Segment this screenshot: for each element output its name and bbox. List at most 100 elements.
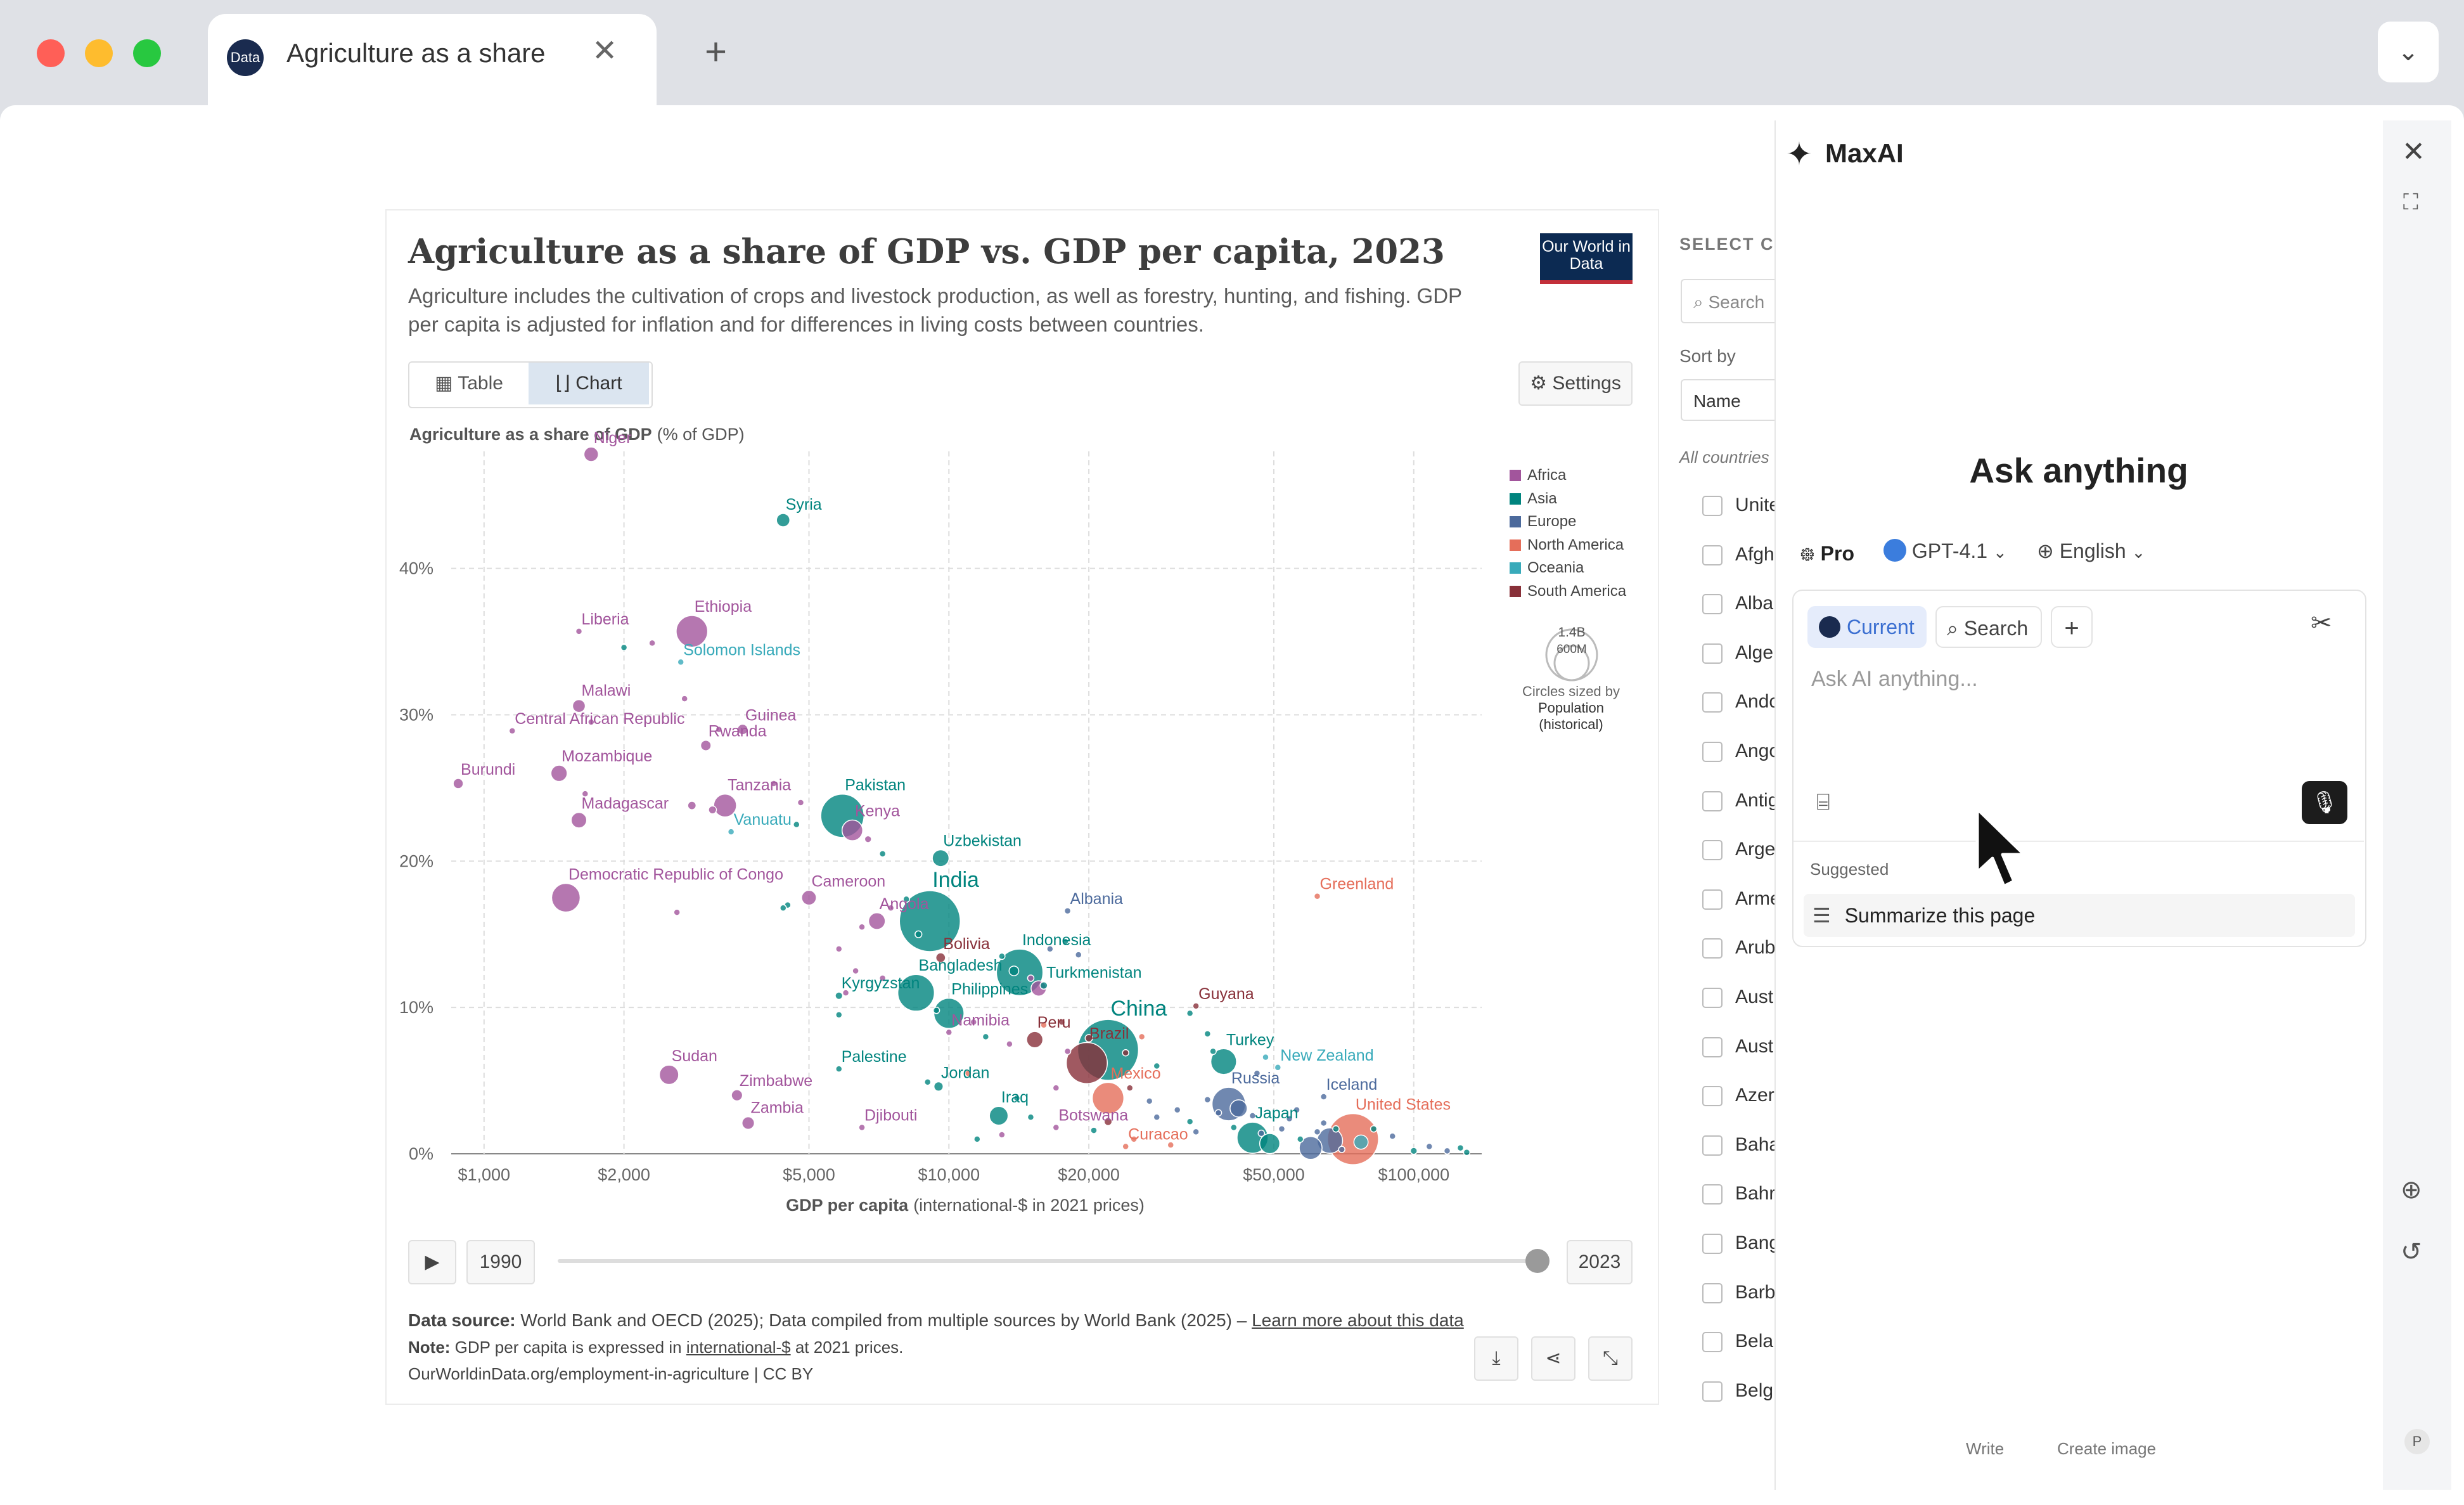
data-point[interactable] (1063, 1047, 1072, 1056)
data-point[interactable] (1167, 1141, 1175, 1149)
country-checkbox[interactable] (1702, 594, 1723, 615)
data-point[interactable] (677, 658, 684, 666)
fullscreen-button[interactable]: ⤡ (1588, 1336, 1633, 1381)
timeline-track[interactable] (558, 1259, 1537, 1263)
data-point[interactable] (1027, 1113, 1035, 1121)
data-point[interactable] (1091, 1082, 1125, 1114)
model-selector[interactable]: GPT-4.1 ⌄ (1883, 539, 2007, 563)
data-point[interactable] (1103, 1117, 1113, 1127)
data-point[interactable] (1259, 1133, 1281, 1154)
expand-icon[interactable]: ⛶ (2403, 190, 2418, 214)
data-point[interactable] (1138, 1033, 1146, 1041)
data-point[interactable] (1192, 1002, 1200, 1010)
data-point[interactable] (801, 889, 817, 906)
data-point[interactable] (897, 974, 935, 1012)
new-tab-button[interactable]: + (705, 30, 728, 73)
data-point[interactable] (1203, 1095, 1212, 1104)
data-point[interactable] (731, 1089, 743, 1102)
data-point[interactable] (1443, 1147, 1451, 1155)
sort-select[interactable]: Name (1681, 379, 1795, 421)
data-point[interactable] (1126, 1084, 1134, 1092)
country-name[interactable]: Barb (1735, 1281, 1776, 1303)
data-point[interactable] (1006, 1040, 1013, 1048)
country-name[interactable]: Bahr (1735, 1183, 1776, 1205)
data-point[interactable] (700, 739, 712, 751)
data-point[interactable] (1090, 1127, 1098, 1134)
mode-selector[interactable]: ᪥ Pro (1800, 539, 1854, 571)
learn-more-link[interactable]: Learn more about this data (1252, 1310, 1464, 1330)
data-point[interactable] (858, 1123, 866, 1132)
data-point[interactable] (841, 819, 864, 841)
data-point[interactable] (996, 948, 1044, 997)
window-close-button[interactable] (37, 39, 65, 67)
data-point[interactable] (902, 895, 910, 903)
data-point[interactable] (1285, 1114, 1293, 1123)
data-point[interactable] (932, 849, 950, 867)
timeline-handle[interactable] (1525, 1249, 1550, 1273)
data-point[interactable] (932, 1007, 940, 1014)
data-point[interactable] (780, 904, 787, 912)
window-maximize-button[interactable] (133, 39, 161, 67)
current-page-chip[interactable]: Current (1807, 606, 1927, 648)
data-point[interactable] (1229, 1099, 1248, 1118)
legend-item[interactable]: North America (1510, 534, 1626, 557)
scissors-icon[interactable]: ✂ (2311, 609, 2332, 637)
country-checkbox[interactable] (1702, 545, 1723, 565)
timeline-start-label[interactable]: 1990 (466, 1240, 535, 1284)
data-point[interactable] (899, 890, 961, 952)
settings-button[interactable]: ⚙ Settings (1518, 361, 1633, 406)
data-point[interactable] (1353, 1134, 1369, 1150)
data-point[interactable] (1262, 1053, 1269, 1061)
legend-item[interactable]: Africa (1510, 464, 1626, 488)
search-chip[interactable]: ⌕ Search (1935, 606, 2042, 648)
data-point[interactable] (1248, 1112, 1257, 1120)
country-checkbox[interactable] (1702, 1282, 1723, 1303)
data-point[interactable] (1084, 1034, 1093, 1043)
tab-close-icon[interactable]: ✕ (592, 34, 618, 68)
data-point[interactable] (1063, 907, 1072, 915)
country-checkbox[interactable] (1702, 1037, 1723, 1057)
data-point[interactable] (887, 904, 895, 912)
country-name[interactable]: Bang (1735, 1232, 1780, 1253)
data-point[interactable] (1299, 1136, 1323, 1160)
data-point[interactable] (687, 801, 697, 810)
avatar[interactable]: P (2404, 1429, 2430, 1454)
legend-item[interactable]: Oceania (1510, 557, 1626, 580)
source-url[interactable]: OurWorldinData.org/employment-in-agricul… (408, 1364, 814, 1383)
data-point[interactable] (1130, 1135, 1138, 1143)
data-point[interactable] (1040, 1021, 1048, 1029)
new-chat-icon[interactable]: ⊕ (2401, 1176, 2422, 1204)
data-point[interactable] (835, 945, 843, 953)
data-point[interactable] (933, 997, 965, 1029)
window-minimize-button[interactable] (85, 39, 113, 67)
data-point[interactable] (945, 1028, 953, 1037)
country-name[interactable]: Arme (1735, 888, 1781, 909)
data-point[interactable] (1186, 1118, 1194, 1125)
data-point[interactable] (587, 718, 595, 726)
chat-input[interactable]: Ask AI anything... (1811, 667, 1978, 691)
data-point[interactable] (1153, 1113, 1161, 1121)
data-point[interactable] (551, 882, 581, 913)
data-point[interactable] (1203, 1030, 1212, 1038)
data-point[interactable] (1425, 1142, 1434, 1151)
country-checkbox[interactable] (1702, 938, 1723, 959)
data-point[interactable] (1313, 892, 1321, 900)
data-point[interactable] (1026, 1031, 1044, 1049)
data-point[interactable] (852, 967, 859, 975)
data-point[interactable] (878, 850, 887, 858)
country-name[interactable]: Azer (1735, 1085, 1774, 1106)
country-name[interactable]: Ando (1735, 691, 1780, 713)
data-point[interactable] (1230, 1123, 1238, 1132)
data-point[interactable] (970, 1018, 977, 1026)
data-point[interactable] (452, 778, 464, 789)
country-checkbox[interactable] (1702, 1332, 1723, 1353)
international-dollar-link[interactable]: international-$ (686, 1338, 791, 1357)
data-point[interactable] (878, 974, 887, 982)
data-point[interactable] (658, 1064, 679, 1085)
country-checkbox[interactable] (1702, 692, 1723, 713)
data-point[interactable] (998, 952, 1006, 960)
data-point[interactable] (572, 699, 586, 713)
data-point[interactable] (797, 799, 805, 806)
data-point[interactable] (935, 952, 946, 964)
country-name[interactable]: Antig (1735, 789, 1779, 811)
